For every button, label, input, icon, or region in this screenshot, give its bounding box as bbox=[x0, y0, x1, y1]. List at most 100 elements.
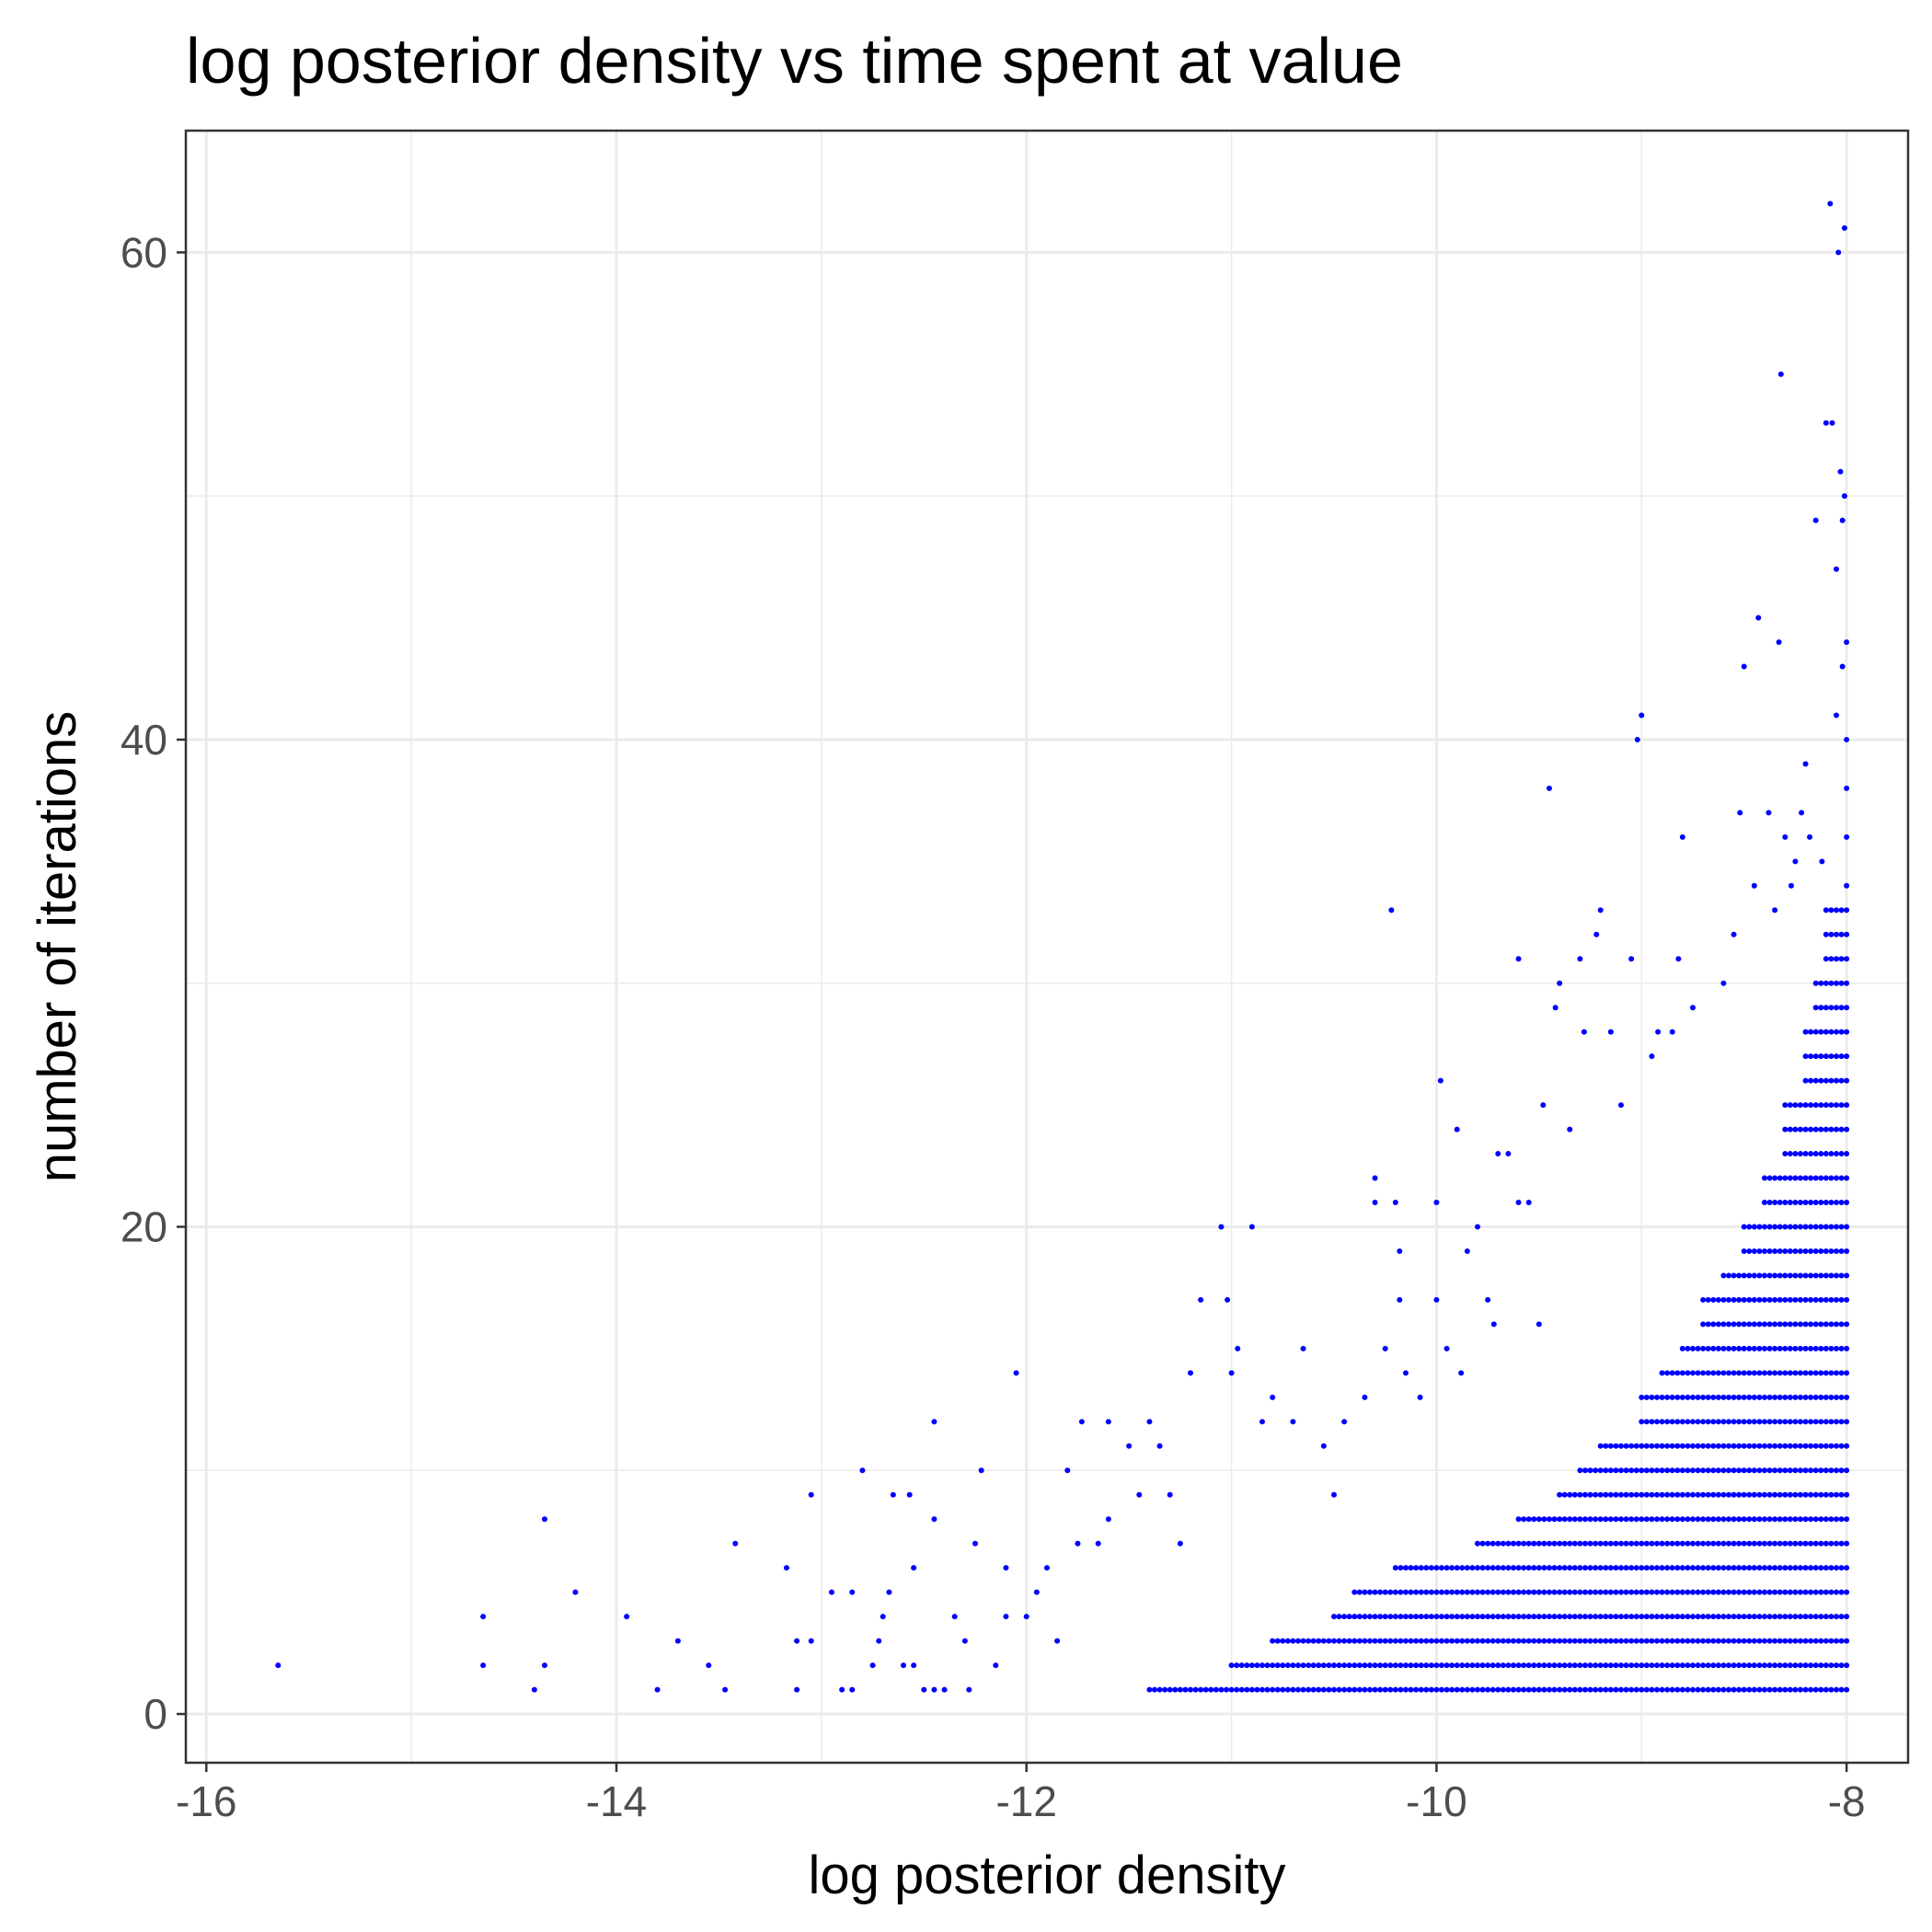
data-point bbox=[1818, 1662, 1824, 1669]
data-point bbox=[1777, 1443, 1783, 1449]
data-point bbox=[1818, 1321, 1824, 1328]
data-point bbox=[1367, 1662, 1373, 1669]
data-point bbox=[1695, 1370, 1701, 1376]
data-point bbox=[542, 1516, 547, 1523]
data-point bbox=[1633, 1467, 1639, 1474]
data-point bbox=[1808, 1491, 1814, 1498]
data-point bbox=[1547, 1614, 1552, 1620]
data-point bbox=[1418, 1565, 1424, 1571]
data-point bbox=[1618, 1516, 1624, 1523]
data-point bbox=[1593, 1491, 1599, 1498]
data-point bbox=[1695, 1491, 1701, 1498]
data-point bbox=[1772, 1345, 1778, 1351]
data-point bbox=[1511, 1565, 1516, 1571]
data-point bbox=[1695, 1516, 1701, 1523]
data-point bbox=[1531, 1565, 1537, 1571]
data-point bbox=[808, 1491, 814, 1498]
data-point bbox=[1720, 1540, 1727, 1547]
data-point bbox=[1521, 1540, 1527, 1547]
data-point bbox=[1812, 1126, 1819, 1133]
data-point bbox=[1643, 1638, 1650, 1644]
data-point bbox=[1649, 1443, 1655, 1449]
data-point bbox=[732, 1540, 739, 1547]
data-point bbox=[1228, 1662, 1235, 1669]
data-point bbox=[1418, 1614, 1424, 1620]
data-point bbox=[794, 1638, 800, 1644]
data-point bbox=[1828, 1370, 1834, 1376]
data-point bbox=[1834, 1029, 1839, 1035]
data-point bbox=[1726, 1296, 1731, 1303]
data-point bbox=[1597, 1589, 1604, 1595]
data-point bbox=[1844, 1467, 1850, 1474]
data-point bbox=[1469, 1565, 1476, 1571]
data-point bbox=[1397, 1638, 1404, 1644]
data-point bbox=[1782, 1345, 1788, 1351]
y-tick-label: 0 bbox=[144, 1690, 167, 1738]
data-point bbox=[1838, 1272, 1845, 1279]
data-point bbox=[1802, 1248, 1809, 1254]
data-point bbox=[1726, 1638, 1731, 1644]
data-point bbox=[1838, 1053, 1845, 1060]
data-point bbox=[1607, 1467, 1614, 1474]
data-point bbox=[1812, 1029, 1819, 1035]
data-point bbox=[1198, 1686, 1204, 1693]
data-point bbox=[1495, 1614, 1501, 1620]
data-point bbox=[1812, 1589, 1819, 1595]
data-point bbox=[1838, 1296, 1845, 1303]
data-point bbox=[1679, 1589, 1685, 1595]
data-point bbox=[1372, 1662, 1378, 1669]
data-point bbox=[1798, 1224, 1803, 1230]
data-point bbox=[1838, 956, 1845, 962]
data-point bbox=[1290, 1686, 1296, 1693]
data-point bbox=[1798, 1516, 1803, 1523]
data-point bbox=[1762, 1686, 1767, 1693]
data-point bbox=[1167, 1491, 1173, 1498]
data-point bbox=[1603, 1516, 1609, 1523]
data-points bbox=[275, 201, 1850, 1693]
data-point bbox=[1551, 1589, 1558, 1595]
data-point bbox=[1690, 1638, 1696, 1644]
data-point bbox=[1736, 1370, 1742, 1376]
data-point bbox=[1500, 1686, 1506, 1693]
data-point bbox=[1495, 1151, 1501, 1157]
data-point bbox=[880, 1614, 886, 1620]
data-point bbox=[1838, 1175, 1845, 1181]
data-point bbox=[1818, 1443, 1824, 1449]
data-point bbox=[1782, 1443, 1788, 1449]
data-point bbox=[1464, 1614, 1470, 1620]
data-point bbox=[1787, 1200, 1793, 1206]
data-point bbox=[1726, 1370, 1731, 1376]
data-point bbox=[1341, 1662, 1348, 1669]
data-point bbox=[1659, 1516, 1665, 1523]
data-point bbox=[1454, 1589, 1460, 1595]
data-point bbox=[1798, 1126, 1803, 1133]
data-point bbox=[1705, 1394, 1711, 1400]
data-point bbox=[1828, 1516, 1834, 1523]
data-point bbox=[1372, 1686, 1378, 1693]
data-point bbox=[1270, 1662, 1276, 1669]
data-point bbox=[1459, 1686, 1466, 1693]
data-point bbox=[1459, 1565, 1466, 1571]
data-point bbox=[1664, 1443, 1671, 1449]
data-point bbox=[1741, 1394, 1747, 1400]
data-point bbox=[1003, 1614, 1009, 1620]
data-point bbox=[1834, 980, 1839, 986]
data-point bbox=[1808, 1248, 1814, 1254]
data-point bbox=[1812, 1614, 1819, 1620]
data-point bbox=[1782, 1516, 1788, 1523]
data-point bbox=[1792, 1638, 1799, 1644]
data-point bbox=[1777, 1540, 1783, 1547]
data-point bbox=[1772, 1394, 1778, 1400]
data-point bbox=[1618, 1540, 1624, 1547]
data-point bbox=[542, 1662, 547, 1669]
data-point bbox=[1392, 1638, 1398, 1644]
data-point bbox=[1828, 1491, 1834, 1498]
data-point bbox=[1567, 1589, 1573, 1595]
data-point bbox=[794, 1686, 800, 1693]
data-point bbox=[1818, 1029, 1824, 1035]
data-point bbox=[1715, 1321, 1721, 1328]
data-point bbox=[1531, 1662, 1537, 1669]
data-point bbox=[1690, 1662, 1696, 1669]
data-point bbox=[1787, 1589, 1793, 1595]
